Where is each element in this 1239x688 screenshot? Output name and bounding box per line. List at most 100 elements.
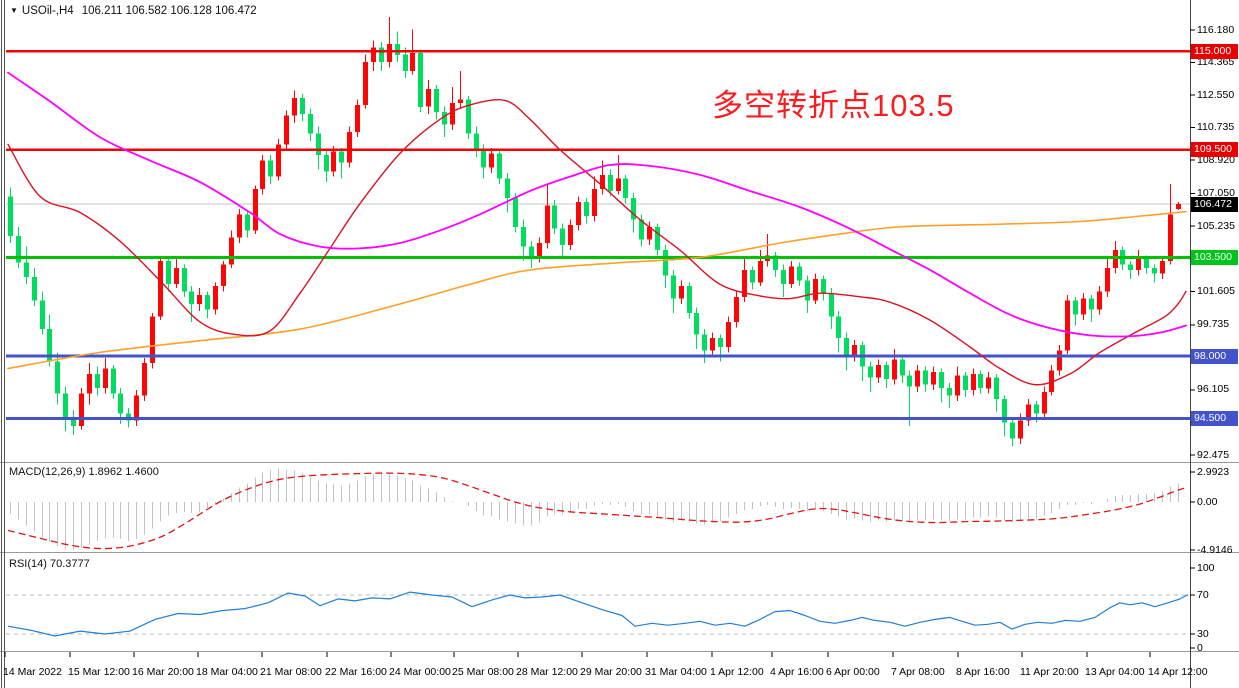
ma-red [7, 99, 1187, 386]
candle-up [537, 243, 542, 258]
candle-up [568, 225, 573, 245]
candle-up [1168, 214, 1173, 261]
candle-down [821, 278, 826, 294]
candle-up [79, 393, 84, 426]
candle-up [734, 296, 739, 322]
candle-down [95, 373, 100, 389]
candle-up [1113, 250, 1118, 269]
candle-down [308, 113, 313, 134]
candles-group [8, 17, 1181, 447]
candle-up [410, 53, 415, 71]
candle-down [245, 214, 250, 231]
candle-down [687, 286, 692, 313]
candle-down [16, 235, 21, 263]
candle-up [1065, 300, 1070, 351]
candle-up [742, 269, 747, 297]
candle-up [276, 144, 281, 177]
candle-up [592, 189, 597, 217]
candle-down [884, 364, 889, 380]
candle-down [805, 280, 810, 301]
candle-up [986, 377, 991, 389]
candle-down [773, 255, 778, 270]
candle-down [505, 178, 510, 199]
candle-down [403, 54, 408, 71]
candle-down [1073, 300, 1078, 315]
candle-down [1144, 259, 1149, 269]
candle-down [702, 334, 707, 351]
candle-up [1042, 391, 1047, 414]
candle-down [947, 388, 952, 396]
candle-up [600, 174, 605, 190]
candle-down [1034, 404, 1039, 414]
candle-down [718, 338, 723, 347]
candle-down [552, 205, 557, 229]
candle-up [331, 151, 336, 172]
candle-up [347, 131, 352, 163]
candle-down [474, 133, 479, 150]
candle-up [1176, 204, 1181, 209]
candle-up [134, 395, 139, 421]
candle-up [852, 345, 857, 356]
candle-up [142, 363, 147, 396]
macd-histogram [9, 468, 1180, 550]
candle-up [363, 61, 368, 105]
candle-down [118, 393, 123, 414]
candle-down [529, 246, 534, 258]
macd-signal-line [7, 472, 1187, 550]
candle-up [426, 88, 431, 107]
candle-down [639, 219, 644, 240]
candle-up [726, 321, 731, 347]
candle-up [158, 260, 163, 317]
candle-down [47, 329, 52, 362]
candle-up [679, 286, 684, 299]
candle-up [876, 364, 881, 378]
candle-down [442, 112, 447, 125]
candle-up [103, 368, 108, 389]
candle-down [631, 198, 636, 220]
candle-up [647, 226, 652, 240]
candle-up [87, 373, 92, 394]
candle-down [907, 375, 912, 387]
candle-down [1152, 268, 1157, 274]
candle-down [994, 377, 999, 399]
candle-up [1160, 260, 1165, 274]
candle-up [237, 214, 242, 238]
candle-up [150, 316, 155, 364]
candle-down [1010, 422, 1015, 439]
candle-up [1136, 259, 1141, 270]
candle-down [781, 269, 786, 285]
candle-down [868, 366, 873, 378]
candle-down [978, 373, 983, 389]
candle-up [789, 266, 794, 285]
candle-down [608, 174, 613, 191]
candle-down [797, 266, 802, 281]
ma-magenta [7, 71, 1187, 338]
candle-down [434, 88, 439, 113]
candle-up [1049, 370, 1054, 392]
candle-up [931, 372, 936, 385]
candle-up [450, 103, 455, 125]
candle-down [584, 201, 589, 217]
candle-down [379, 47, 384, 62]
candle-down [900, 359, 905, 376]
candle-up [915, 370, 920, 387]
candle-up [221, 264, 226, 286]
candle-up [387, 44, 392, 62]
candle-down [126, 413, 131, 421]
candle-down [24, 262, 29, 277]
candle-up [1105, 268, 1110, 292]
candle-up [355, 104, 360, 132]
candle-up [489, 153, 494, 168]
candle-down [189, 291, 194, 304]
candle-down [481, 149, 486, 168]
candle-down [1128, 264, 1133, 270]
candle-down [497, 153, 502, 179]
candle-down [671, 275, 676, 299]
candle-up [260, 160, 265, 190]
candle-down [268, 160, 273, 177]
candle-up [576, 201, 581, 226]
candle-down [40, 300, 45, 330]
candle-down [300, 97, 305, 114]
